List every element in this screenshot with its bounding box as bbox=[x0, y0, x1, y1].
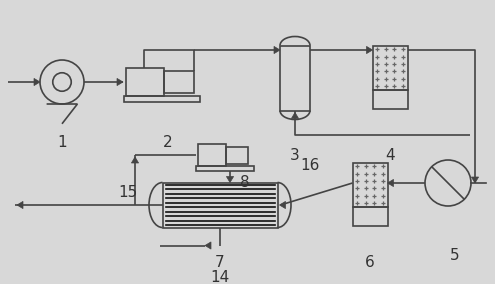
Polygon shape bbox=[131, 157, 139, 163]
Bar bbox=[280, 45, 310, 110]
Bar bbox=[126, 68, 164, 96]
Bar bbox=[352, 162, 388, 207]
Polygon shape bbox=[471, 177, 479, 183]
Bar bbox=[373, 90, 407, 109]
Polygon shape bbox=[34, 78, 40, 85]
Polygon shape bbox=[117, 78, 123, 85]
Text: 1: 1 bbox=[57, 135, 67, 150]
Polygon shape bbox=[17, 201, 23, 209]
Polygon shape bbox=[280, 201, 286, 209]
Text: 4: 4 bbox=[385, 148, 395, 163]
Bar bbox=[164, 71, 194, 93]
Text: 14: 14 bbox=[210, 270, 230, 284]
Polygon shape bbox=[292, 112, 298, 118]
Polygon shape bbox=[205, 242, 211, 249]
Text: 7: 7 bbox=[215, 255, 225, 270]
Bar bbox=[162, 183, 278, 227]
Bar bbox=[124, 96, 200, 102]
Bar bbox=[198, 144, 226, 166]
Text: 3: 3 bbox=[290, 148, 300, 163]
Polygon shape bbox=[388, 179, 394, 187]
Bar bbox=[196, 166, 254, 171]
Text: 15: 15 bbox=[118, 185, 138, 200]
Text: 5: 5 bbox=[450, 248, 460, 263]
Text: 16: 16 bbox=[300, 158, 320, 173]
Bar bbox=[352, 207, 388, 226]
Polygon shape bbox=[226, 176, 234, 183]
Text: 8: 8 bbox=[240, 175, 250, 190]
Polygon shape bbox=[274, 46, 280, 54]
Bar bbox=[226, 147, 248, 164]
Polygon shape bbox=[366, 46, 373, 54]
Bar bbox=[373, 45, 407, 90]
Text: 6: 6 bbox=[365, 255, 375, 270]
Text: 2: 2 bbox=[163, 135, 173, 150]
